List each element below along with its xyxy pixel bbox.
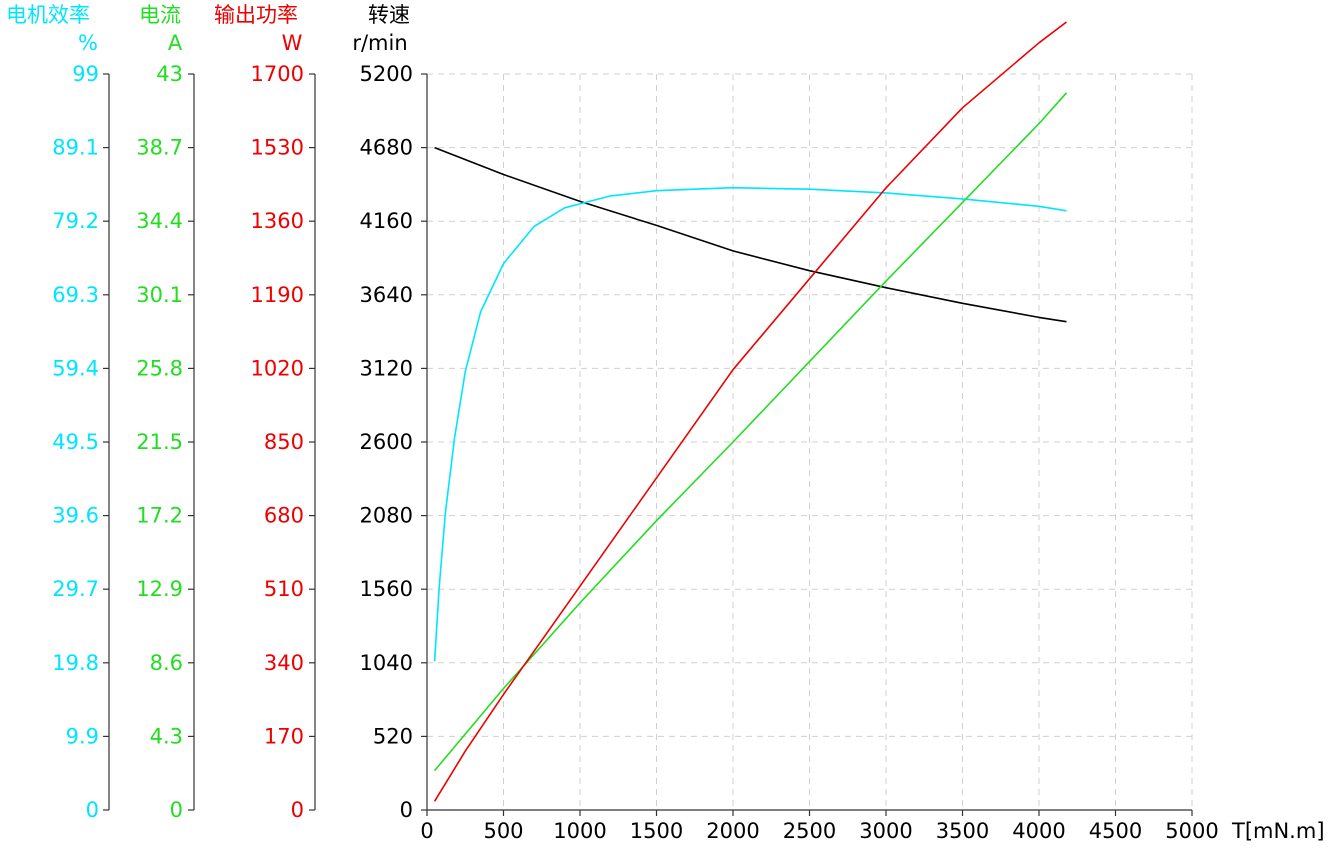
current-tick-label: 12.9 xyxy=(136,577,183,601)
x-tick-label: 1000 xyxy=(553,819,606,843)
current-tick-label: 0 xyxy=(170,798,183,822)
efficiency-tick-label: 39.6 xyxy=(52,504,99,528)
speed-tick-label: 1560 xyxy=(360,577,413,601)
power-tick-label: 1530 xyxy=(251,136,304,160)
speed-tick-label: 4160 xyxy=(360,209,413,233)
current-axis-unit: A xyxy=(168,31,183,55)
speed-tick-label: 1040 xyxy=(360,651,413,675)
efficiency-axis-title: 电机效率 xyxy=(6,3,90,27)
speed-axis-unit: r/min xyxy=(352,31,407,55)
power-tick-label: 1020 xyxy=(251,356,304,380)
x-axis-label: T[mN.m] xyxy=(1231,819,1325,843)
x-tick-label: 0 xyxy=(420,819,433,843)
efficiency-series-line xyxy=(433,186,1067,662)
x-tick-label: 1500 xyxy=(630,819,683,843)
power-tick-label: 850 xyxy=(264,430,304,454)
power-tick-label: 0 xyxy=(291,798,304,822)
x-tick-label: 4500 xyxy=(1089,819,1142,843)
efficiency-tick-label: 49.5 xyxy=(52,430,99,454)
current-series-line xyxy=(433,92,1068,772)
power-series-line xyxy=(433,21,1067,802)
current-tick-label: 30.1 xyxy=(136,283,183,307)
efficiency-tick-label: 19.8 xyxy=(52,651,99,675)
speed-series-line xyxy=(434,146,1067,323)
current-tick-label: 17.2 xyxy=(136,504,183,528)
speed-axis-title: 转速 xyxy=(368,3,410,27)
power-axis-unit: W xyxy=(282,31,303,55)
power-axis-title: 输出功率 xyxy=(214,3,298,27)
efficiency-tick-label: 99 xyxy=(72,62,99,86)
current-axis-title: 电流 xyxy=(139,3,181,27)
efficiency-axis-unit: % xyxy=(78,31,98,55)
speed-tick-label: 2080 xyxy=(360,504,413,528)
efficiency-tick-label: 59.4 xyxy=(52,356,99,380)
speed-tick-label: 3120 xyxy=(360,356,413,380)
current-tick-label: 43 xyxy=(156,62,183,86)
current-tick-label: 21.5 xyxy=(136,430,183,454)
speed-tick-label: 2600 xyxy=(360,430,413,454)
speed-tick-label: 520 xyxy=(373,724,413,748)
power-tick-label: 1190 xyxy=(251,283,304,307)
x-tick-label: 5000 xyxy=(1165,819,1218,843)
efficiency-tick-label: 0 xyxy=(86,798,99,822)
x-tick-label: 500 xyxy=(483,819,523,843)
x-tick-label: 2000 xyxy=(706,819,759,843)
efficiency-tick-label: 89.1 xyxy=(52,136,99,160)
speed-tick-label: 3640 xyxy=(360,283,413,307)
current-tick-label: 4.3 xyxy=(150,724,183,748)
power-tick-label: 680 xyxy=(264,504,304,528)
power-tick-label: 1700 xyxy=(251,62,304,86)
efficiency-tick-label: 9.9 xyxy=(66,724,99,748)
x-tick-label: 3500 xyxy=(936,819,989,843)
current-tick-label: 25.8 xyxy=(136,356,183,380)
power-tick-label: 510 xyxy=(264,577,304,601)
current-tick-label: 34.4 xyxy=(136,209,183,233)
speed-tick-label: 0 xyxy=(400,798,413,822)
x-tick-label: 2500 xyxy=(783,819,836,843)
efficiency-tick-label: 69.3 xyxy=(52,283,99,307)
power-tick-label: 1360 xyxy=(251,209,304,233)
speed-tick-label: 5200 xyxy=(360,62,413,86)
efficiency-tick-label: 79.2 xyxy=(52,209,99,233)
speed-tick-label: 4680 xyxy=(360,136,413,160)
x-tick-label: 3000 xyxy=(859,819,912,843)
power-tick-label: 170 xyxy=(264,724,304,748)
efficiency-tick-label: 29.7 xyxy=(52,577,99,601)
x-tick-label: 4000 xyxy=(1012,819,1065,843)
current-tick-label: 38.7 xyxy=(136,136,183,160)
power-tick-label: 340 xyxy=(264,651,304,675)
current-tick-label: 8.6 xyxy=(150,651,183,675)
